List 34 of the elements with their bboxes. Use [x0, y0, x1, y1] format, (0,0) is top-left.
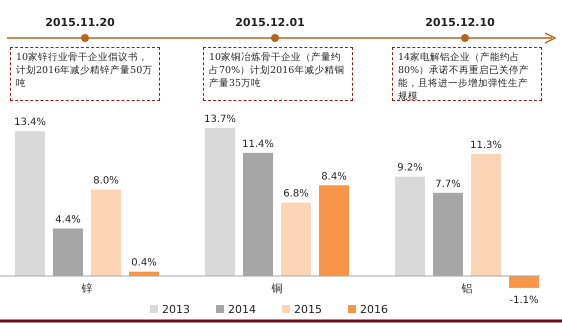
bar: [129, 272, 159, 276]
text: 2015.12.01: [235, 16, 305, 29]
bar: [319, 185, 349, 276]
legend-label: 2015: [294, 303, 322, 316]
text: 14家电解铝企业（产能约占80%）承诺不再重启已关停产能，且将进一步增加弹性生产规模: [392, 47, 542, 102]
data-label: 11.4%: [242, 138, 274, 150]
bar: [15, 131, 45, 276]
bar: [509, 276, 539, 288]
bar: [395, 176, 425, 276]
data-label: 4.4%: [55, 214, 81, 226]
data-label: 9.2%: [397, 162, 423, 174]
x-tick-label: 铝: [460, 282, 472, 295]
bar: [471, 154, 501, 276]
text: 2015.11.20: [45, 16, 116, 29]
data-label: -1.1%: [509, 294, 539, 306]
bar: [205, 128, 235, 276]
bar: [91, 190, 121, 276]
x-tick-label: 锌: [80, 282, 92, 295]
data-label: 0.4%: [131, 258, 157, 269]
data-label: 8.4%: [321, 171, 347, 182]
data-label: 7.7%: [435, 178, 461, 190]
text: 10家铜冶炼骨干企业（产量约占70%）计划2016年减少精铜产量35万吨: [203, 47, 353, 101]
data-label: 13.4%: [14, 117, 46, 128]
bar: [281, 202, 311, 276]
legend-label: 2016: [360, 303, 388, 316]
data-label: 8.0%: [93, 176, 119, 187]
text: 10家锌行业骨干企业倡议书，计划2016年减少精锌产量50万吨: [10, 47, 160, 101]
text: 2015.12.10: [425, 16, 496, 29]
legend-label: 2013: [162, 303, 190, 316]
x-tick-label: 铜: [270, 282, 282, 295]
legend-label: 2014: [228, 303, 256, 316]
data-label: 13.7%: [204, 114, 236, 125]
data-label: 6.8%: [283, 188, 309, 200]
data-label: 11.3%: [470, 140, 502, 151]
